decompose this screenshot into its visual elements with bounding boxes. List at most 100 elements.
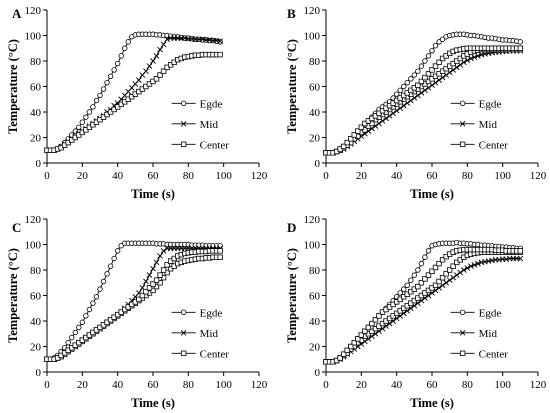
x-tick-label: 80 <box>183 170 195 182</box>
data-point <box>372 317 379 323</box>
data-point <box>358 124 365 130</box>
y-tick-label: 20 <box>309 133 321 145</box>
data-point <box>153 76 160 82</box>
panel-b: B 0 20 40 60 80 100 120 0 20 40 60 80 100 120 Time (s) T… <box>285 5 547 201</box>
data-point <box>72 329 78 336</box>
y-tick-label: 20 <box>309 342 321 354</box>
data-point <box>146 272 153 278</box>
x-tick-label: 60 <box>148 170 160 182</box>
data-point <box>450 274 457 281</box>
x-tick-label: 80 <box>462 379 474 391</box>
data-point <box>136 77 142 83</box>
legend-marker <box>180 330 187 336</box>
data-point <box>351 132 357 138</box>
y-tick-label: 60 <box>30 291 42 303</box>
legend-label: Egde <box>200 307 223 319</box>
legend: Egde Mid Center <box>171 98 230 151</box>
data-point <box>436 260 442 267</box>
data-point <box>69 334 75 341</box>
x-tick-label: 0 <box>44 379 50 391</box>
data-point <box>114 248 121 254</box>
y-tick-label: 120 <box>304 214 321 226</box>
data-point <box>446 267 453 273</box>
panel-c: C 0 20 40 60 80 100 120 0 20 40 60 80 100 120 Time (s) T… <box>6 214 268 410</box>
data-point <box>136 296 142 303</box>
legend: Egde Mid Center <box>171 307 229 360</box>
data-point <box>348 343 354 350</box>
data-point <box>118 243 124 249</box>
x-tick-label: 20 <box>77 379 89 391</box>
data-point <box>157 272 163 278</box>
x-tick-label: 100 <box>494 170 511 182</box>
data-point <box>344 347 350 354</box>
x-tick-label: 60 <box>148 379 160 391</box>
data-point <box>93 294 100 300</box>
data-point <box>425 248 432 254</box>
y-tick-label: 120 <box>304 5 321 17</box>
data-point <box>429 268 435 274</box>
y-axis-title: Temperature (°C) <box>285 248 299 343</box>
y-axis-title: Temperature (°C) <box>285 39 299 134</box>
y-tick-label: 100 <box>304 31 321 43</box>
y-tick-label: 20 <box>30 342 42 354</box>
x-tick-label: 40 <box>112 379 124 391</box>
legend-label: Mid <box>479 119 498 131</box>
data-point <box>217 38 223 45</box>
y-tick-label: 60 <box>309 291 321 303</box>
data-point <box>415 283 421 290</box>
data-point <box>475 260 481 267</box>
data-point <box>160 267 167 273</box>
data-point <box>422 276 428 282</box>
data-point <box>468 263 474 269</box>
data-point <box>408 76 414 82</box>
data-point <box>337 355 343 361</box>
data-point <box>143 68 149 75</box>
data-point <box>122 45 128 51</box>
legend: Egde Mid Center <box>450 307 508 360</box>
data-point <box>164 262 170 268</box>
data-point <box>153 277 160 283</box>
x-tick-label: 60 <box>427 170 439 182</box>
data-point <box>76 124 82 130</box>
y-tick-label: 80 <box>30 56 42 68</box>
data-point <box>150 281 156 287</box>
data-point <box>369 320 375 327</box>
legend-marker <box>459 330 466 336</box>
data-point <box>475 53 481 59</box>
data-point <box>471 54 478 60</box>
data-point <box>100 86 107 92</box>
data-point <box>86 306 93 313</box>
data-point <box>344 139 350 146</box>
x-tick-label: 20 <box>356 379 368 391</box>
x-tick-label: 120 <box>530 170 547 182</box>
data-point <box>425 71 432 77</box>
data-point <box>143 278 149 285</box>
data-point <box>153 259 160 266</box>
data-point <box>104 271 110 277</box>
data-point <box>411 72 418 78</box>
data-point <box>97 286 103 292</box>
data-point <box>83 313 89 319</box>
legend-marker <box>180 121 187 127</box>
data-point <box>104 79 110 86</box>
series-center <box>44 51 223 153</box>
x-tick-label: 120 <box>251 170 268 182</box>
data-point <box>439 274 446 281</box>
data-point <box>436 278 442 285</box>
panel-d: D 0 20 40 60 80 100 120 0 20 40 60 80 100 120 Time (s) T… <box>285 214 547 410</box>
legend-label: Mid <box>200 119 219 131</box>
y-tick-label: 80 <box>309 265 321 277</box>
x-tick-label: 100 <box>215 170 232 182</box>
legend: Egde Mid Center <box>450 98 508 151</box>
legend-label: Center <box>200 139 230 151</box>
data-point <box>146 285 153 291</box>
y-tick-label: 0 <box>315 367 321 379</box>
series-unlabeled-3 <box>323 45 524 156</box>
y-tick-label: 100 <box>25 31 42 43</box>
data-point <box>436 39 442 45</box>
data-point <box>446 277 453 284</box>
legend-marker <box>459 350 466 357</box>
data-point <box>355 336 361 342</box>
data-point <box>432 282 439 288</box>
